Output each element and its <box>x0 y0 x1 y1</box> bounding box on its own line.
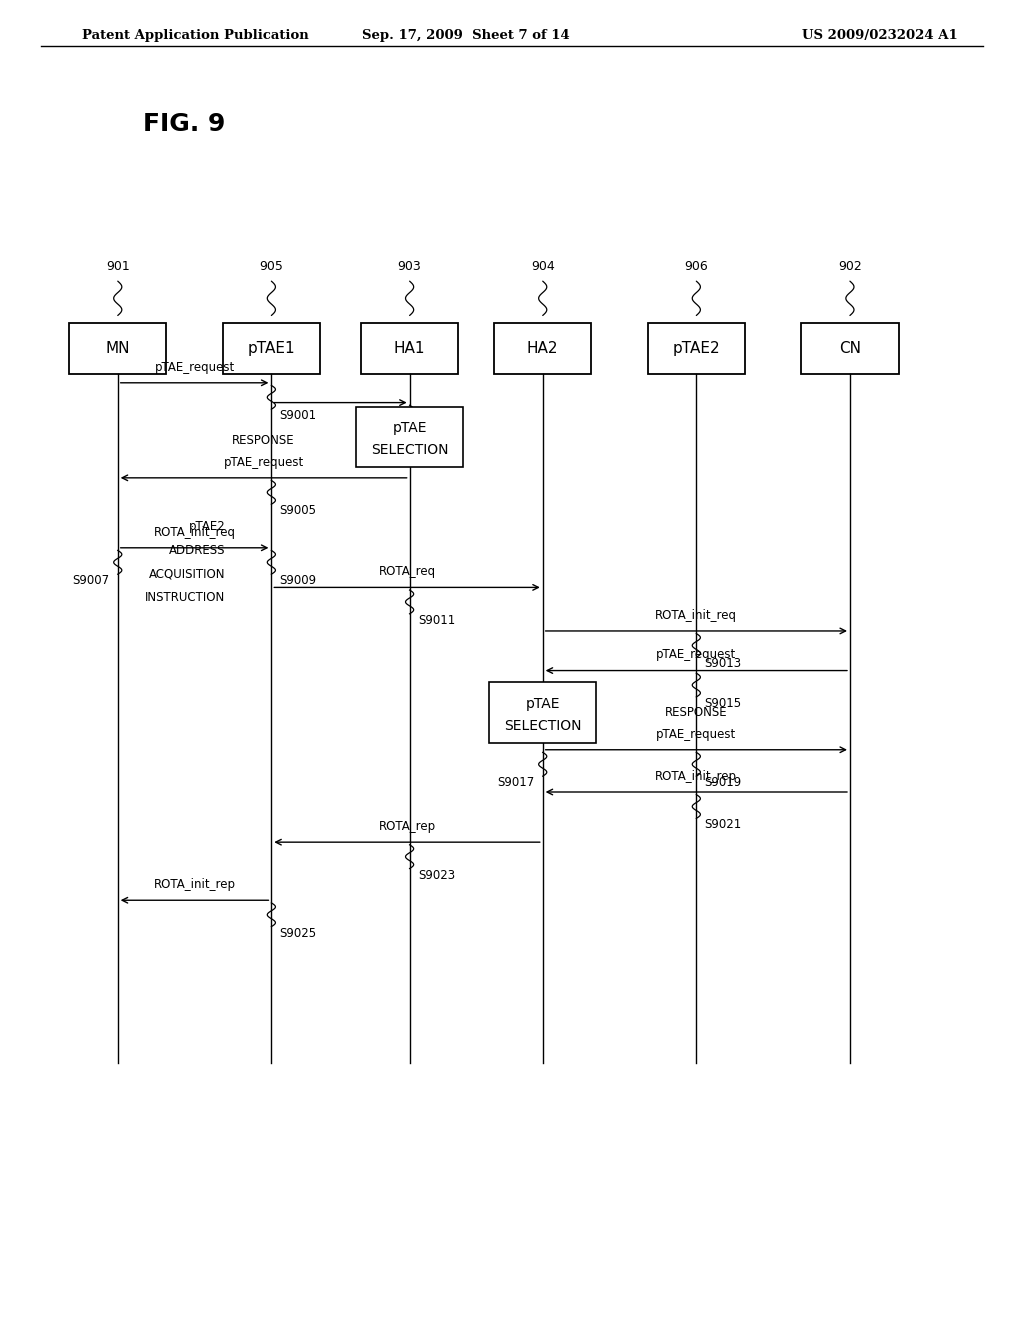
Text: 905: 905 <box>259 260 284 273</box>
Text: 901: 901 <box>105 260 130 273</box>
Text: ROTA_init_req: ROTA_init_req <box>655 609 737 622</box>
Bar <box>361 323 459 374</box>
Text: S9021: S9021 <box>705 818 741 832</box>
Text: S9017: S9017 <box>498 776 535 789</box>
Text: S9005: S9005 <box>280 504 316 517</box>
Text: HA2: HA2 <box>527 341 558 356</box>
Text: pTAE: pTAE <box>525 697 560 710</box>
Text: 904: 904 <box>530 260 555 273</box>
Text: INSTRUCTION: INSTRUCTION <box>145 591 225 605</box>
Text: Patent Application Publication: Patent Application Publication <box>82 29 308 42</box>
Bar <box>223 323 319 374</box>
Text: S9019: S9019 <box>705 776 741 789</box>
Text: SELECTION: SELECTION <box>504 719 582 733</box>
Text: pTAE2: pTAE2 <box>188 520 225 533</box>
Bar <box>648 323 745 374</box>
Text: pTAE_request: pTAE_request <box>656 727 736 741</box>
Bar <box>489 682 596 743</box>
Text: 903: 903 <box>397 260 422 273</box>
Text: ROTA_init_req: ROTA_init_req <box>154 525 236 539</box>
Text: ROTA_rep: ROTA_rep <box>379 820 435 833</box>
Text: S9001: S9001 <box>280 409 316 422</box>
Text: ADDRESS: ADDRESS <box>169 544 225 557</box>
Text: pTAE_request: pTAE_request <box>223 455 304 469</box>
Text: 906: 906 <box>684 260 709 273</box>
Text: S9025: S9025 <box>280 927 316 940</box>
Text: RESPONSE: RESPONSE <box>232 434 295 447</box>
Text: pTAE: pTAE <box>392 421 427 434</box>
Bar <box>495 323 592 374</box>
Bar <box>356 407 463 467</box>
Text: MN: MN <box>105 341 130 356</box>
Text: ROTA_req: ROTA_req <box>379 565 435 578</box>
Text: RESPONSE: RESPONSE <box>665 706 728 719</box>
Text: FIG. 9: FIG. 9 <box>143 112 225 136</box>
Text: ROTA_init_rep: ROTA_init_rep <box>154 878 236 891</box>
Text: S9015: S9015 <box>705 697 741 710</box>
Text: S9007: S9007 <box>73 574 110 587</box>
Bar <box>70 323 166 374</box>
Text: Sep. 17, 2009  Sheet 7 of 14: Sep. 17, 2009 Sheet 7 of 14 <box>362 29 569 42</box>
Text: pTAE1: pTAE1 <box>248 341 295 356</box>
Text: pTAE2: pTAE2 <box>673 341 720 356</box>
Bar <box>801 323 899 374</box>
Text: S9023: S9023 <box>418 869 455 882</box>
Text: S9003: S9003 <box>365 429 401 442</box>
Text: ACQUISITION: ACQUISITION <box>148 568 225 581</box>
Text: US 2009/0232024 A1: US 2009/0232024 A1 <box>802 29 957 42</box>
Text: CN: CN <box>839 341 861 356</box>
Text: pTAE_request: pTAE_request <box>155 360 234 374</box>
Text: S9013: S9013 <box>705 657 741 671</box>
Text: 902: 902 <box>838 260 862 273</box>
Text: S9009: S9009 <box>280 574 316 587</box>
Text: S9011: S9011 <box>418 614 455 627</box>
Text: ROTA_init_rep: ROTA_init_rep <box>655 770 737 783</box>
Text: HA1: HA1 <box>394 341 425 356</box>
Text: SELECTION: SELECTION <box>371 444 449 457</box>
Text: pTAE_request: pTAE_request <box>656 648 736 661</box>
